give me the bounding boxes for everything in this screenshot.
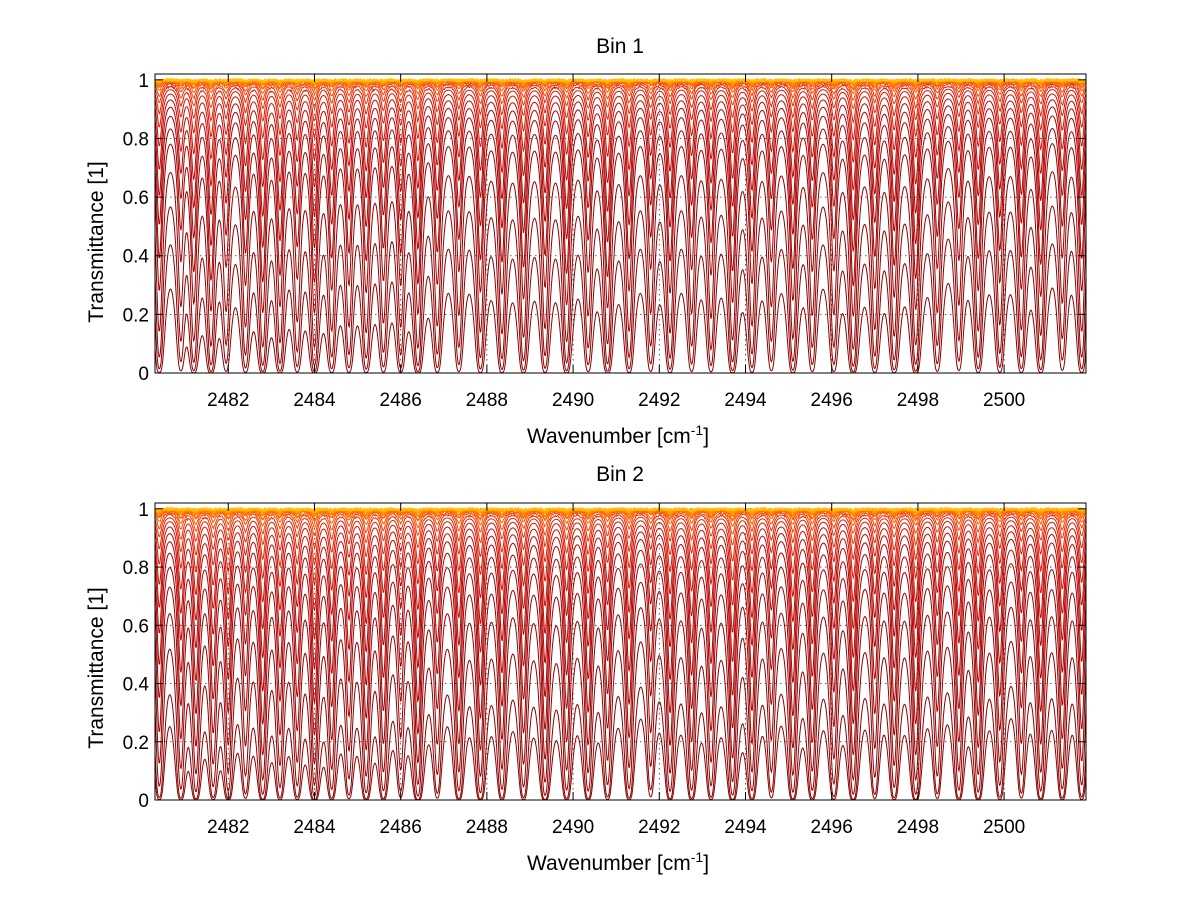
y-tick-label: 0.8 — [123, 129, 149, 150]
transmittance-curves — [154, 77, 1087, 374]
transmittance-line — [154, 113, 1087, 252]
transmittance-line — [154, 98, 1087, 191]
x-tick-labels: 2482 2484 2486 2488 2490 2492 2494 2496 2498 2500 — [207, 817, 1025, 838]
x-tick-label: 2490 — [552, 817, 594, 838]
y-tick-label: 1 — [138, 500, 149, 521]
transmittance-line — [154, 92, 1087, 163]
y-tick-label: 0.6 — [123, 616, 149, 637]
x-tick-label: 2490 — [552, 390, 594, 411]
transmittance-line — [154, 640, 1087, 798]
axes-frame — [154, 502, 1087, 801]
axis-ticks — [155, 503, 1086, 801]
x-tick-label: 2486 — [380, 390, 422, 411]
x-tick-label: 2482 — [207, 817, 249, 838]
transmittance-line — [154, 606, 1087, 787]
x-axis-label: Wavenumber [cm-1] — [527, 849, 709, 875]
transmittance-line — [154, 531, 1087, 640]
transmittance-line — [154, 82, 1087, 110]
x-tick-label: 2486 — [380, 817, 422, 838]
chart-panel-bin-2: Bin 2 2482 2484 2486 2488 2490 2492 2494 2496 24… — [85, 463, 1087, 875]
x-tick-label: 2484 — [293, 817, 336, 838]
y-tick-label: 0.8 — [123, 558, 149, 579]
y-tick-label: 0.6 — [123, 188, 149, 209]
transmittance-line — [154, 563, 1087, 736]
x-axis-label-text: Wavenumber [cm — [527, 852, 691, 875]
transmittance-line — [154, 549, 1087, 704]
x-tick-label: 2500 — [983, 817, 1025, 838]
transmittance-line — [154, 506, 1087, 513]
x-tick-label: 2482 — [207, 390, 249, 411]
y-tick-labels: 0 0.2 0.4 0.6 0.8 1 — [123, 500, 150, 812]
y-tick-label: 0.4 — [123, 247, 150, 268]
transmittance-line — [154, 167, 1087, 350]
x-tick-label: 2496 — [811, 390, 853, 411]
y-tick-label: 0.2 — [123, 733, 149, 754]
x-tick-label: 2488 — [466, 817, 508, 838]
x-tick-label: 2500 — [983, 390, 1025, 411]
x-tick-label: 2494 — [724, 390, 767, 411]
chart-title: Bin 1 — [596, 35, 644, 58]
y-tick-labels: 0 0.2 0.4 0.6 0.8 1 — [123, 71, 150, 385]
y-axis-label: Transmittance [1] — [85, 161, 108, 322]
x-tick-labels: 2482 2484 2486 2488 2490 2492 2494 2496 2498 2500 — [207, 390, 1025, 411]
x-tick-label: 2492 — [638, 390, 680, 411]
transmittance-curves — [154, 506, 1087, 801]
x-tick-label: 2484 — [293, 390, 336, 411]
transmittance-line — [154, 581, 1087, 765]
transmittance-line — [154, 105, 1087, 221]
x-tick-label: 2496 — [811, 817, 853, 838]
transmittance-line — [154, 516, 1087, 566]
transmittance-line — [154, 126, 1087, 287]
y-tick-label: 0 — [138, 364, 149, 385]
transmittance-line — [154, 238, 1087, 373]
transmittance-line — [154, 685, 1087, 801]
axes-frame — [154, 73, 1087, 374]
x-axis-label-superscript: -1 — [691, 422, 704, 438]
transmittance-line — [154, 525, 1087, 611]
transmittance-line — [154, 512, 1087, 550]
x-tick-label: 2494 — [724, 817, 767, 838]
transmittance-line — [154, 140, 1087, 317]
transmittance-line — [154, 201, 1087, 368]
chart-panel-bin-1: Bin 1 2482 2484 2486 2488 2490 2492 2494 2496 24… — [85, 35, 1087, 448]
transmittance-line — [154, 88, 1087, 142]
y-tick-label: 1 — [138, 71, 149, 92]
x-tick-label: 2498 — [897, 817, 939, 838]
chart-title: Bin 2 — [596, 463, 644, 486]
transmittance-line — [154, 520, 1087, 587]
x-tick-label: 2498 — [897, 390, 939, 411]
y-tick-label: 0.2 — [123, 305, 149, 326]
x-tick-label: 2488 — [466, 390, 508, 411]
transmittance-line — [154, 77, 1087, 84]
axis-ticks — [155, 74, 1086, 374]
transmittance-line — [154, 538, 1087, 670]
x-axis-label-suffix: ] — [703, 852, 709, 875]
x-axis-label-suffix: ] — [703, 425, 709, 448]
transmittance-line — [154, 84, 1087, 124]
y-tick-label: 0 — [138, 791, 149, 812]
y-axis-label: Transmittance [1] — [85, 587, 108, 748]
x-axis-label-superscript: -1 — [691, 849, 704, 865]
transmittance-line — [154, 718, 1087, 801]
y-tick-label: 0.4 — [123, 675, 150, 696]
x-tick-label: 2492 — [638, 817, 680, 838]
x-axis-label-text: Wavenumber [cm — [527, 425, 691, 448]
x-axis-label: Wavenumber [cm-1] — [527, 422, 709, 448]
transmittance-line — [154, 282, 1087, 374]
